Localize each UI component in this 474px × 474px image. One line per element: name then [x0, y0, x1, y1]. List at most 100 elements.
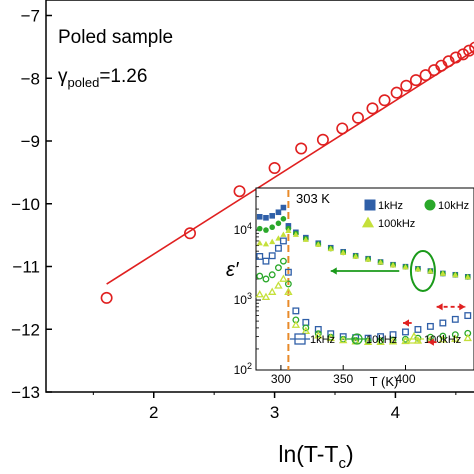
xlabel-main: ln(T-T — [278, 441, 338, 467]
data-point — [390, 86, 403, 99]
inset-data-point — [269, 238, 276, 245]
xlabel-subscript: c — [338, 455, 346, 472]
legend-top-label: 1kHz — [378, 200, 403, 212]
highlight-ellipse — [409, 250, 436, 293]
sample-annotation: Poled sample — [58, 27, 173, 48]
inset-data-point — [292, 231, 299, 237]
x-tick-label: 2 — [149, 403, 158, 422]
inset-data-point — [426, 322, 434, 330]
arrow-head — [436, 303, 443, 311]
xlabel-close: ) — [346, 441, 354, 467]
tick-base: 10 — [234, 293, 248, 307]
data-point — [100, 291, 113, 304]
inset-data-point — [302, 236, 309, 242]
data-point — [184, 227, 197, 240]
arrow — [436, 303, 466, 311]
data-point — [442, 55, 455, 68]
inset-data-point — [364, 334, 372, 342]
inset-x-axis-label: T (K) — [370, 374, 399, 389]
arrow — [330, 267, 400, 275]
arrow — [402, 319, 412, 327]
inset-x-tick-label: 300 — [271, 372, 291, 386]
inset-data-point — [402, 328, 409, 336]
y-tick-label: −7 — [21, 7, 40, 26]
y-tick-label: −12 — [11, 320, 40, 339]
inset-data-point — [285, 227, 292, 233]
inset-data-point — [256, 225, 263, 232]
inset-data-point — [352, 334, 360, 342]
inset-data-point — [352, 253, 359, 259]
inset-data-point — [256, 253, 264, 260]
legend-bottom-label: 100kHz — [424, 334, 461, 346]
inset-x-tick-label: 400 — [395, 372, 415, 386]
inset-data-point — [326, 333, 335, 342]
inset-data-point — [376, 337, 385, 346]
main-x-axis-label: ln(T-Tc) — [278, 441, 353, 472]
main-plot-frame — [45, 0, 474, 393]
inset-series-triangle-open — [255, 274, 472, 346]
inset-data-point — [327, 245, 334, 252]
inset-data-point — [284, 280, 292, 288]
inset-data-point — [402, 263, 409, 270]
fit-line — [106, 49, 474, 285]
inset-decorations: 1kHz 10kHz 100kHz 1kHz 10kHz 100kHz — [290, 199, 469, 346]
main-chart: −7 −8 −9 −10 −11 −12 −13 2 3 4 Poled sample γpole… — [11, 0, 474, 472]
inset-series — [255, 204, 472, 346]
data-point — [366, 102, 379, 115]
inset-data-point — [274, 281, 283, 289]
inset-data-point — [302, 324, 310, 332]
inset-data-point — [363, 337, 373, 346]
main-fit-line-group — [106, 49, 474, 285]
tick-exponent: 4 — [247, 221, 252, 231]
gamma-subscript: poled — [68, 75, 100, 90]
inset-data-point — [388, 337, 398, 345]
inset-data-point — [261, 292, 271, 301]
main-markers — [100, 41, 474, 304]
inset-data-point — [262, 275, 270, 283]
inset-y-axis-label: ε′ — [226, 259, 240, 281]
arrow-head — [459, 303, 466, 311]
data-point — [295, 142, 308, 155]
transition-temperature-label: 303 K — [296, 191, 330, 206]
inset-data-point — [361, 216, 375, 228]
inset-data-point — [439, 270, 446, 276]
inset-data-point — [389, 261, 397, 268]
inset-data-point — [438, 335, 448, 343]
inset-data-point — [439, 332, 447, 340]
inset-data-point — [424, 199, 436, 211]
inset-data-point — [340, 249, 347, 255]
inset-data-point — [314, 330, 322, 338]
gamma-symbol: γ — [58, 66, 68, 87]
inset-data-point — [463, 333, 472, 342]
gamma-value: =1.26 — [99, 66, 147, 87]
y-tick-label: −8 — [21, 69, 40, 88]
inset-data-point — [464, 312, 472, 320]
inset-data-point — [279, 274, 288, 282]
inset-data-point — [256, 213, 263, 220]
inset-data-point — [439, 319, 447, 327]
data-point — [378, 94, 391, 107]
inset-data-point — [301, 326, 311, 334]
x-tick-label: 3 — [270, 403, 279, 422]
inset-data-point — [365, 256, 372, 262]
inset-data-point — [364, 199, 376, 211]
inset-data-point — [274, 264, 282, 272]
inset-data-point — [275, 220, 282, 227]
inset-data-point — [339, 335, 348, 344]
inset-data-point — [256, 239, 263, 246]
data-point — [449, 51, 462, 64]
inset-data-point — [274, 244, 282, 252]
gamma-annotation: γpoled=1.26 — [58, 66, 147, 90]
legend-top-label: 100kHz — [378, 218, 415, 230]
inset-data-point — [268, 287, 277, 295]
inset-data-point — [294, 333, 306, 345]
inset-data-point — [451, 315, 459, 323]
inset-data-point — [269, 213, 275, 219]
inset-data-point — [401, 336, 410, 345]
inset-data-point — [280, 204, 287, 211]
inset-data-point — [407, 331, 421, 344]
inset-data-point — [280, 216, 287, 222]
inset-data-point — [284, 287, 293, 295]
